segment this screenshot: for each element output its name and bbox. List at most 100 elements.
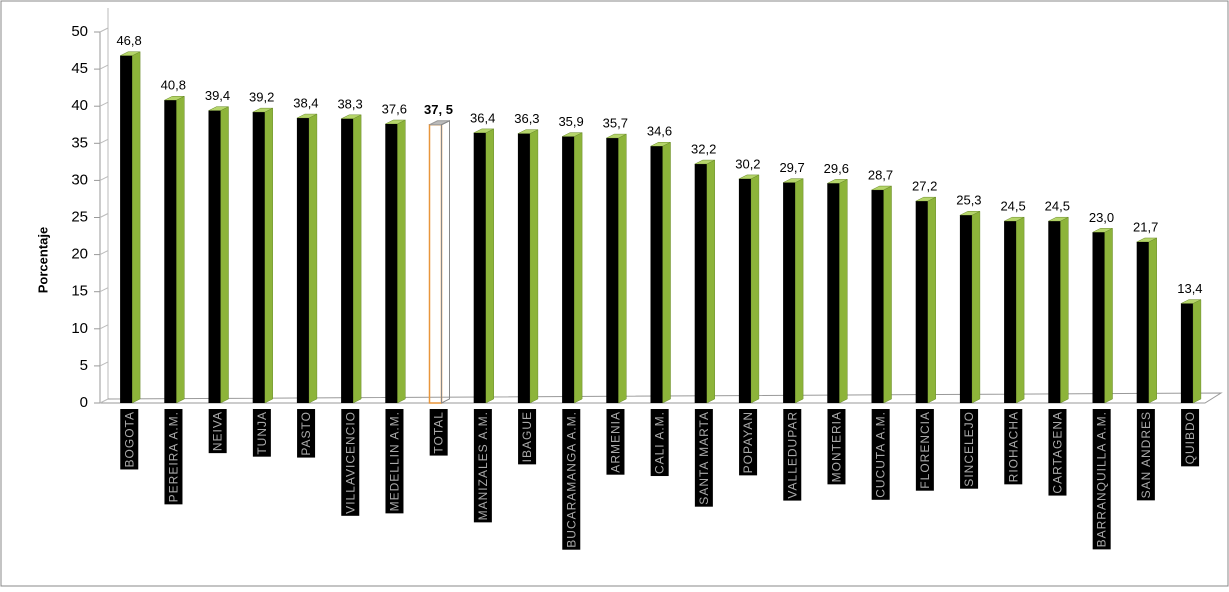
x-tick: CARTAGENA [1048,409,1067,496]
x-tick: NEIVA [208,409,227,454]
x-tick-label: IBAGUE [520,411,534,462]
value-label: 46,8 [116,33,141,48]
x-tick-label: NEIVA [211,411,225,451]
bar-side [927,196,936,404]
value-label: 37, 5 [424,102,453,117]
y-tick-slant [99,27,109,33]
x-tick: BOGOTA [120,409,139,470]
y-tick-slant [99,324,109,330]
bar [1092,232,1105,403]
x-tick-label: PASTO [299,411,313,456]
x-tick: VALLEDUPAR [783,409,802,501]
x-tick-bg [606,409,625,475]
bar-side [750,174,760,404]
x-tick-bg [783,409,802,501]
y-tick-label: 30 [71,171,88,188]
value-label: 24,5 [1000,199,1025,214]
x-tick: RIOHACHA [1004,409,1023,485]
y-tick-slant [99,398,109,404]
x-tick-label: BARRANQUILLA A.M. [1095,411,1109,547]
x-tick-bg [1092,409,1111,550]
x-tick: CALI A.M. [650,409,669,477]
bar [1136,241,1149,403]
bar-side [220,106,229,404]
x-tick: PASTO [297,409,316,458]
bar-side [1060,216,1069,404]
x-tick-bg [1136,409,1155,501]
value-label: 28,7 [868,167,893,182]
x-tick-label: MONTERIA [829,411,843,482]
x-tick: VILLAVICENCIO [341,409,360,516]
x-tick: MONTERIA [827,409,846,485]
bar-side [1104,227,1113,404]
bar-side [264,107,273,404]
bar-side [485,128,494,404]
bar [385,124,398,404]
value-label: 35,9 [558,114,583,129]
bar [1048,221,1061,403]
x-tick: SAN ANDRES [1136,409,1155,501]
bar-side [1148,237,1157,404]
bar-side [794,178,804,404]
bar-side [441,119,450,404]
x-tick-label: SINCELEJO [962,411,976,487]
y-tick-label: 35 [71,134,88,151]
x-tick-bg [120,409,139,470]
value-label: 29,7 [779,160,804,175]
y-tick-label: 5 [80,357,88,374]
x-tick: CUCUTA A.M. [871,409,890,500]
bar [783,182,796,403]
x-tick: TUNJA [252,409,271,457]
y-axis-label: Porcentaje [35,227,50,293]
x-tick-label: BUCARAMANGA A.M. [564,411,578,548]
x-tick: QUIBDO [1181,409,1200,467]
value-label: 38,4 [293,96,318,111]
x-tick: TOTAL [429,409,448,456]
value-label: 30,2 [735,156,760,171]
bar-side [1015,216,1025,404]
bar [562,136,575,403]
bar-side [839,178,848,404]
x-tick-label: MEDELLIN A.M. [387,411,401,511]
value-label: 32,2 [691,142,716,157]
bar-side [176,95,185,404]
y-tick-label: 20 [71,246,88,263]
x-tick-bg [562,409,581,550]
x-tick-bg [827,409,846,485]
bar [473,132,486,404]
x-tick-label: SAN ANDRES [1139,411,1153,498]
bar-side [1192,299,1202,404]
bar-side [352,114,362,404]
bar [1004,221,1017,403]
x-tick: MANIZALES A.M. [473,409,492,523]
x-tick: BUCARAMANGA A.M. [562,409,581,550]
bar [517,133,530,404]
bar [738,178,751,403]
x-tick-bg [1004,409,1023,485]
bar-side [706,159,715,404]
x-tick-bg [164,409,183,505]
x-tick-label: VILLAVICENCIO [343,411,357,514]
y-tick-label: 15 [71,283,88,300]
x-tick: ARMENIA [606,409,625,475]
value-label: 40,8 [161,78,186,93]
x-tick: IBAGUE [518,409,537,465]
x-tick-label: CUCUTA A.M. [874,411,888,498]
bar-side [397,119,406,404]
bar-side [618,133,627,404]
bar [915,201,928,403]
bar [208,110,221,403]
bar [606,138,619,403]
value-label: 36,4 [470,110,495,125]
bar [164,100,177,403]
x-tick-bg [297,409,316,458]
value-label: 27,2 [912,179,937,194]
bar-side [662,141,671,404]
x-tick-bg [518,409,537,465]
x-tick: MEDELLIN A.M. [385,409,404,514]
x-tick: POPAYAN [739,409,758,476]
x-tick-label: TOTAL [432,411,446,454]
x-tick-bg [1048,409,1067,496]
y-tick-slant [99,64,109,70]
x-tick-bg [1181,409,1200,467]
